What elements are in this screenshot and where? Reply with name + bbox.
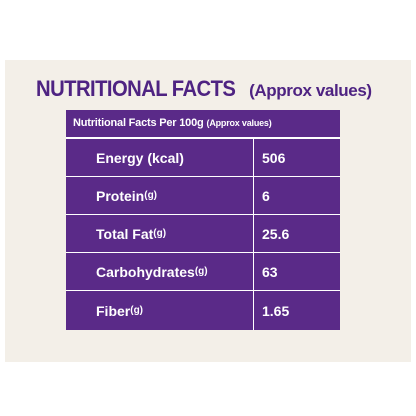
nutrient-unit: (g) — [144, 190, 158, 201]
nutrient-label: Carbohydrates — [96, 263, 195, 280]
nutrient-cell: Carbohydrates (g) — [66, 253, 254, 290]
nutrient-label: Total Fat — [96, 225, 154, 242]
value-cell: 25.6 — [254, 215, 289, 252]
nutrient-value: 25.6 — [262, 225, 290, 242]
nutrient-label: Protein — [96, 187, 145, 204]
nutrient-label: Fiber — [96, 302, 131, 319]
table-heading: Nutritional Facts Per 100g — [73, 117, 204, 129]
nutrient-unit: (g) — [153, 228, 167, 239]
table-row: Protein (g) 6 — [66, 177, 340, 215]
value-cell: 1.65 — [254, 291, 289, 330]
table-heading-row: Nutritional Facts Per 100g (Approx values… — [66, 110, 340, 139]
nutrient-value: 506 — [262, 149, 286, 166]
nutrient-cell: Total Fat (g) — [66, 215, 254, 252]
nutrient-unit: (g) — [130, 305, 144, 316]
nutrient-value: 1.65 — [262, 302, 290, 319]
nutrient-cell: Fiber (g) — [66, 291, 254, 330]
title-block: NUTRITIONAL FACTS (Approx values) — [36, 76, 396, 102]
value-cell: 63 — [254, 253, 278, 290]
nutrient-value: 63 — [262, 263, 278, 280]
table-row: Total Fat (g) 25.6 — [66, 215, 340, 253]
table-row: Carbohydrates (g) 63 — [66, 253, 340, 291]
table-heading-note: (Approx values) — [206, 118, 272, 128]
table-row: Fiber (g) 1.65 — [66, 291, 340, 330]
nutrition-table: Nutritional Facts Per 100g (Approx values… — [66, 110, 340, 330]
nutrient-cell: Energy (kcal) — [66, 139, 254, 176]
title: NUTRITIONAL FACTS — [36, 76, 236, 101]
nutrient-value: 6 — [262, 187, 270, 204]
value-cell: 6 — [254, 177, 270, 214]
table-row: Energy (kcal) 506 — [66, 139, 340, 177]
nutrient-label: Energy (kcal) — [96, 149, 184, 166]
nutrient-cell: Protein (g) — [66, 177, 254, 214]
nutrient-unit: (g) — [194, 266, 208, 277]
subtitle: (Approx values) — [249, 81, 372, 100]
value-cell: 506 — [254, 139, 285, 176]
